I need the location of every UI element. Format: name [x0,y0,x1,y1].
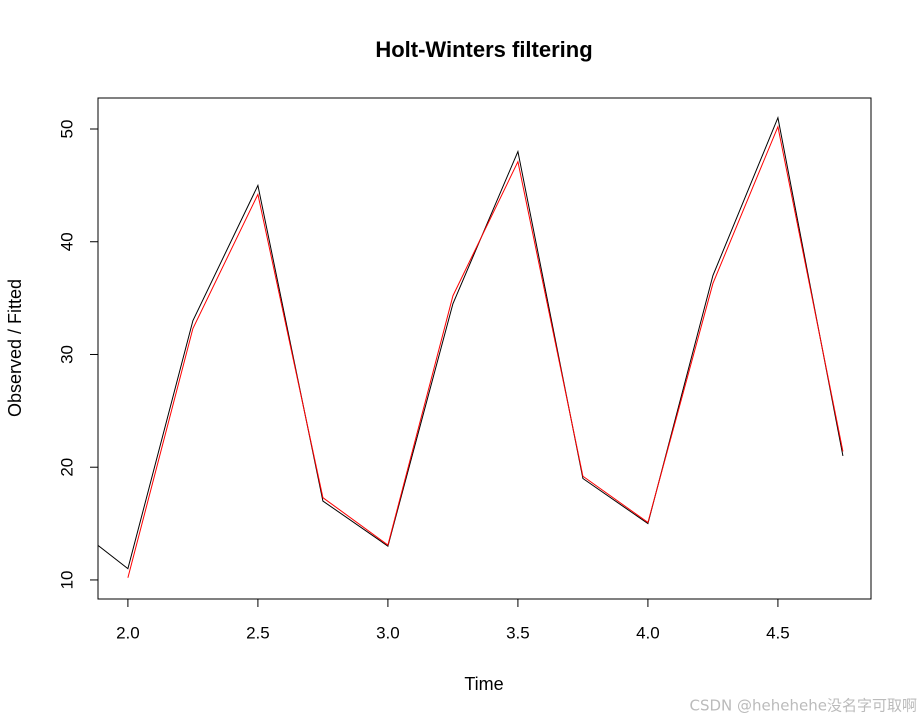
x-tick-label: 3.0 [376,623,400,642]
y-tick-label: 40 [57,232,76,251]
x-tick-label: 3.5 [506,623,530,642]
y-axis-label: Observed / Fitted [5,279,25,417]
x-tick-label: 4.0 [636,623,660,642]
series-line [98,115,844,570]
y-tick-label: 20 [57,458,76,477]
watermark: CSDN @hehehehe没名字可取啊 [690,697,917,715]
plot-frame [97,97,872,600]
chart-title: Holt-Winters filtering [375,37,592,62]
y-tick-label: 30 [57,345,76,364]
x-tick-label: 4.5 [766,623,790,642]
series-line [127,125,844,578]
y-tick-label: 50 [57,120,76,139]
y-tick-label: 10 [57,570,76,589]
x-tick-label: 2.5 [246,623,270,642]
x-axis-label: Time [464,674,503,694]
x-tick-label: 2.0 [116,623,140,642]
